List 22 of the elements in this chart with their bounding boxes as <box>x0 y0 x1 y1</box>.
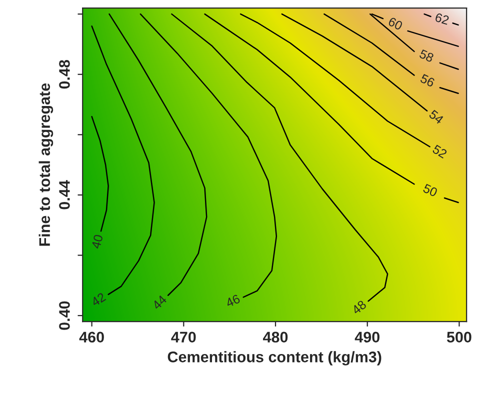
x-tick-label: 460 <box>79 332 104 343</box>
x-tick-label: 490 <box>354 332 380 343</box>
text: 42 <box>90 292 106 307</box>
y-tick-label: 0.44 <box>59 180 70 210</box>
x-tick-label: 480 <box>262 332 288 343</box>
x-tick-label: 470 <box>171 332 196 343</box>
y-axis-title: Fine to total aggregate <box>38 83 54 246</box>
text: 48 <box>351 300 367 315</box>
y-tick-label: 0.40 <box>59 301 70 330</box>
x-axis-title: Cementitious content (kg/m3) <box>168 351 382 366</box>
text: 44 <box>152 294 168 310</box>
text: 40 <box>91 234 104 250</box>
text: 54 <box>428 110 444 124</box>
text: 46 <box>225 294 241 308</box>
text: 58 <box>418 49 434 62</box>
text: 52 <box>432 144 448 159</box>
y-tick-label: 0.48 <box>59 60 70 89</box>
text: 60 <box>388 16 404 30</box>
text: 62 <box>434 12 450 25</box>
text: 56 <box>420 74 436 88</box>
text: 50 <box>422 184 438 197</box>
x-tick-label: 500 <box>446 332 472 343</box>
